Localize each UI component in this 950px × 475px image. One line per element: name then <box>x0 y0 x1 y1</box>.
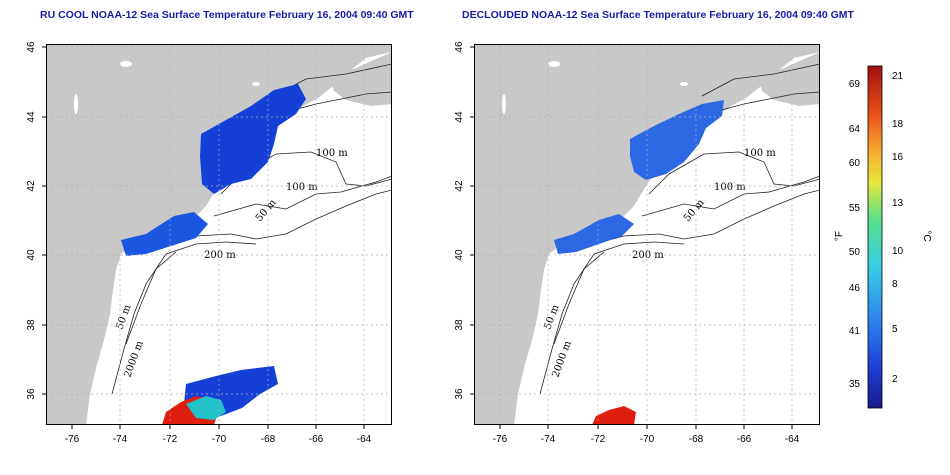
x-tick-label: -66 <box>309 434 324 445</box>
sst-patch-long-island <box>554 214 634 254</box>
c-tick-label: 5 <box>892 324 898 335</box>
sst-patch-gulf-of-maine <box>630 100 724 180</box>
c-tick-label: 13 <box>892 198 904 209</box>
plot-frame <box>474 44 820 425</box>
f-tick-label: 64 <box>849 124 861 135</box>
celsius-ticks: 21 18 16 13 10 8 5 2 <box>892 71 904 385</box>
x-tick-label: -66 <box>737 434 752 445</box>
f-tick-label: 35 <box>849 379 861 390</box>
y-tick-label: 38 <box>26 319 37 331</box>
x-axis <box>499 425 793 429</box>
x-tick-label: -70 <box>640 434 655 445</box>
c-tick-label: 2 <box>892 374 898 385</box>
f-tick-label: 41 <box>849 326 861 337</box>
f-tick-label: 55 <box>849 203 861 214</box>
y-axis <box>470 46 474 395</box>
x-tick-label: -76 <box>65 434 80 445</box>
f-tick-label: 46 <box>849 283 861 294</box>
contour-label: 100 m <box>316 148 348 159</box>
celsius-unit-label: °C <box>921 230 932 241</box>
contour-label: 200 m <box>204 250 236 261</box>
x-tick-label: -70 <box>212 434 227 445</box>
fahrenheit-unit-label: °F <box>834 231 845 241</box>
plot-frame <box>46 44 392 425</box>
contour-label: 2000 m <box>550 339 574 379</box>
y-tick-label: 36 <box>454 388 465 400</box>
left-map-title: RU COOL NOAA-12 Sea Surface Temperature … <box>40 9 414 21</box>
y-tick-label: 42 <box>454 180 465 192</box>
y-tick-labels: 36 38 40 42 44 46 <box>26 41 37 400</box>
x-tick-label: -64 <box>357 434 372 445</box>
x-tick-label: -72 <box>163 434 178 445</box>
x-tick-label: -68 <box>689 434 704 445</box>
y-axis <box>42 46 46 395</box>
contour-label: 200 m <box>632 250 664 261</box>
c-tick-label: 18 <box>892 119 904 130</box>
y-tick-label: 46 <box>454 41 465 53</box>
y-tick-label: 44 <box>26 111 37 123</box>
y-tick-label: 42 <box>26 180 37 192</box>
right-sst-map: 100 m 100 m 50 m 200 m 50 m 2000 m -76 -… <box>454 41 821 445</box>
y-tick-label: 38 <box>454 319 465 331</box>
contour-label: 50 m <box>542 303 561 331</box>
sst-patch-gulf-stream-mid <box>186 396 226 420</box>
sst-patch-gulf-of-maine <box>200 84 306 194</box>
sst-patch-gulf-stream-warm <box>592 406 636 425</box>
x-tick-label: -68 <box>261 434 276 445</box>
bathymetry-contours <box>539 63 821 395</box>
y-tick-label: 40 <box>454 249 465 261</box>
y-tick-label: 46 <box>26 41 37 53</box>
y-tick-label: 44 <box>454 111 465 123</box>
contour-label: 100 m <box>714 182 746 193</box>
contour-label: 100 m <box>286 182 318 193</box>
x-tick-label: -76 <box>493 434 508 445</box>
x-axis <box>71 425 365 429</box>
contour-label: 50 m <box>114 303 133 331</box>
y-tick-labels: 36 38 40 42 44 46 <box>454 41 465 400</box>
contour-label: 50 m <box>682 197 707 224</box>
x-tick-label: -74 <box>541 434 556 445</box>
color-scale-bar <box>867 65 883 409</box>
contour-label: 50 m <box>254 197 279 224</box>
land-mass <box>46 44 392 425</box>
f-tick-label: 69 <box>849 79 861 90</box>
y-tick-label: 36 <box>26 388 37 400</box>
lake <box>502 61 688 114</box>
f-tick-label: 50 <box>849 247 861 258</box>
contour-label: 2000 m <box>122 339 146 379</box>
fahrenheit-ticks: 69 64 60 55 50 46 41 35 <box>849 79 861 390</box>
lat-lon-grid <box>46 44 392 425</box>
x-tick-label: -74 <box>113 434 128 445</box>
c-tick-label: 16 <box>892 152 904 163</box>
lat-lon-grid <box>474 44 820 425</box>
x-tick-label: -72 <box>591 434 606 445</box>
c-tick-label: 8 <box>892 279 898 290</box>
f-tick-label: 60 <box>849 158 861 169</box>
left-sst-map: 100 m 100 m 50 m 200 m 50 m 2000 m -76 -… <box>26 41 393 445</box>
x-tick-label: -64 <box>785 434 800 445</box>
contour-label: 100 m <box>744 148 776 159</box>
lake <box>74 61 260 114</box>
sst-patch-long-island <box>121 212 208 256</box>
right-map-title: DECLOUDED NOAA-12 Sea Surface Temperatur… <box>462 9 854 21</box>
land-mass <box>474 44 820 425</box>
c-tick-label: 21 <box>892 71 904 82</box>
x-tick-labels: -76 -74 -72 -70 -68 -66 -64 <box>65 434 372 445</box>
x-tick-labels: -76 -74 -72 -70 -68 -66 -64 <box>493 434 800 445</box>
y-tick-label: 40 <box>26 249 37 261</box>
c-tick-label: 10 <box>892 246 904 257</box>
temperature-color-legend: 69 64 60 55 50 46 41 35 21 18 16 13 10 8… <box>820 60 950 420</box>
